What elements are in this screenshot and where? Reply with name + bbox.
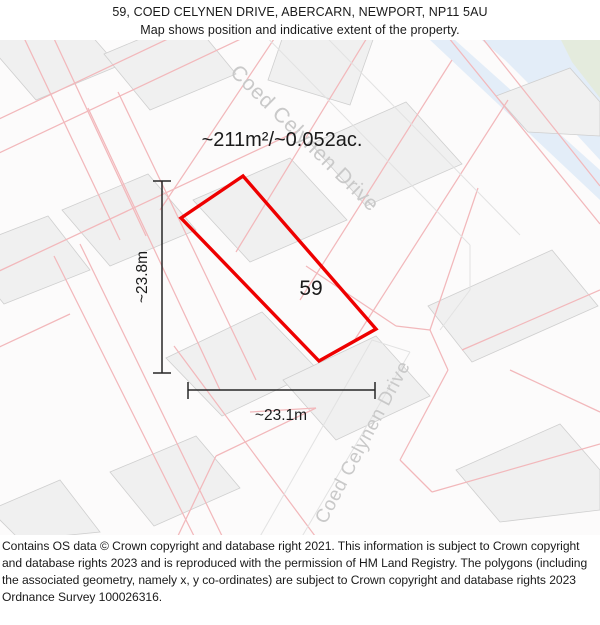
plot-number-label: 59 (299, 277, 322, 300)
map-footer: Contains OS data © Crown copyright and d… (0, 535, 600, 625)
building (495, 67, 600, 137)
green-area (561, 40, 600, 98)
dimension-vertical-label: ~23.8m (134, 251, 151, 303)
parcel-boundaries (0, 40, 600, 535)
map-canvas[interactable]: Coed Celynen Drive Coed Celynen Drive ~2… (0, 40, 600, 535)
area-label: ~211m²/~0.052ac. (202, 129, 363, 151)
map-header: 59, COED CELYNEN DRIVE, ABERCARN, NEWPOR… (0, 0, 600, 40)
building (267, 40, 374, 106)
dimension-horizontal-label: ~23.1m (255, 407, 307, 424)
building (109, 435, 241, 527)
dimension-horizontal (187, 382, 376, 399)
building (0, 479, 101, 535)
building (282, 335, 431, 441)
copyright-notice: Contains OS data © Crown copyright and d… (2, 539, 591, 605)
dimension-vertical (153, 180, 171, 374)
building (427, 249, 599, 363)
page-title: 59, COED CELYNEN DRIVE, ABERCARN, NEWPOR… (112, 5, 488, 19)
page-subtitle: Map shows position and indicative extent… (140, 23, 460, 37)
road-outlines (260, 40, 521, 535)
map-graphic: Coed Celynen Drive Coed Celynen Drive ~2… (0, 40, 600, 535)
building (103, 40, 237, 111)
building (455, 423, 600, 523)
property-boundary-polygon[interactable] (178, 173, 379, 364)
building (310, 101, 463, 207)
building (0, 215, 91, 305)
